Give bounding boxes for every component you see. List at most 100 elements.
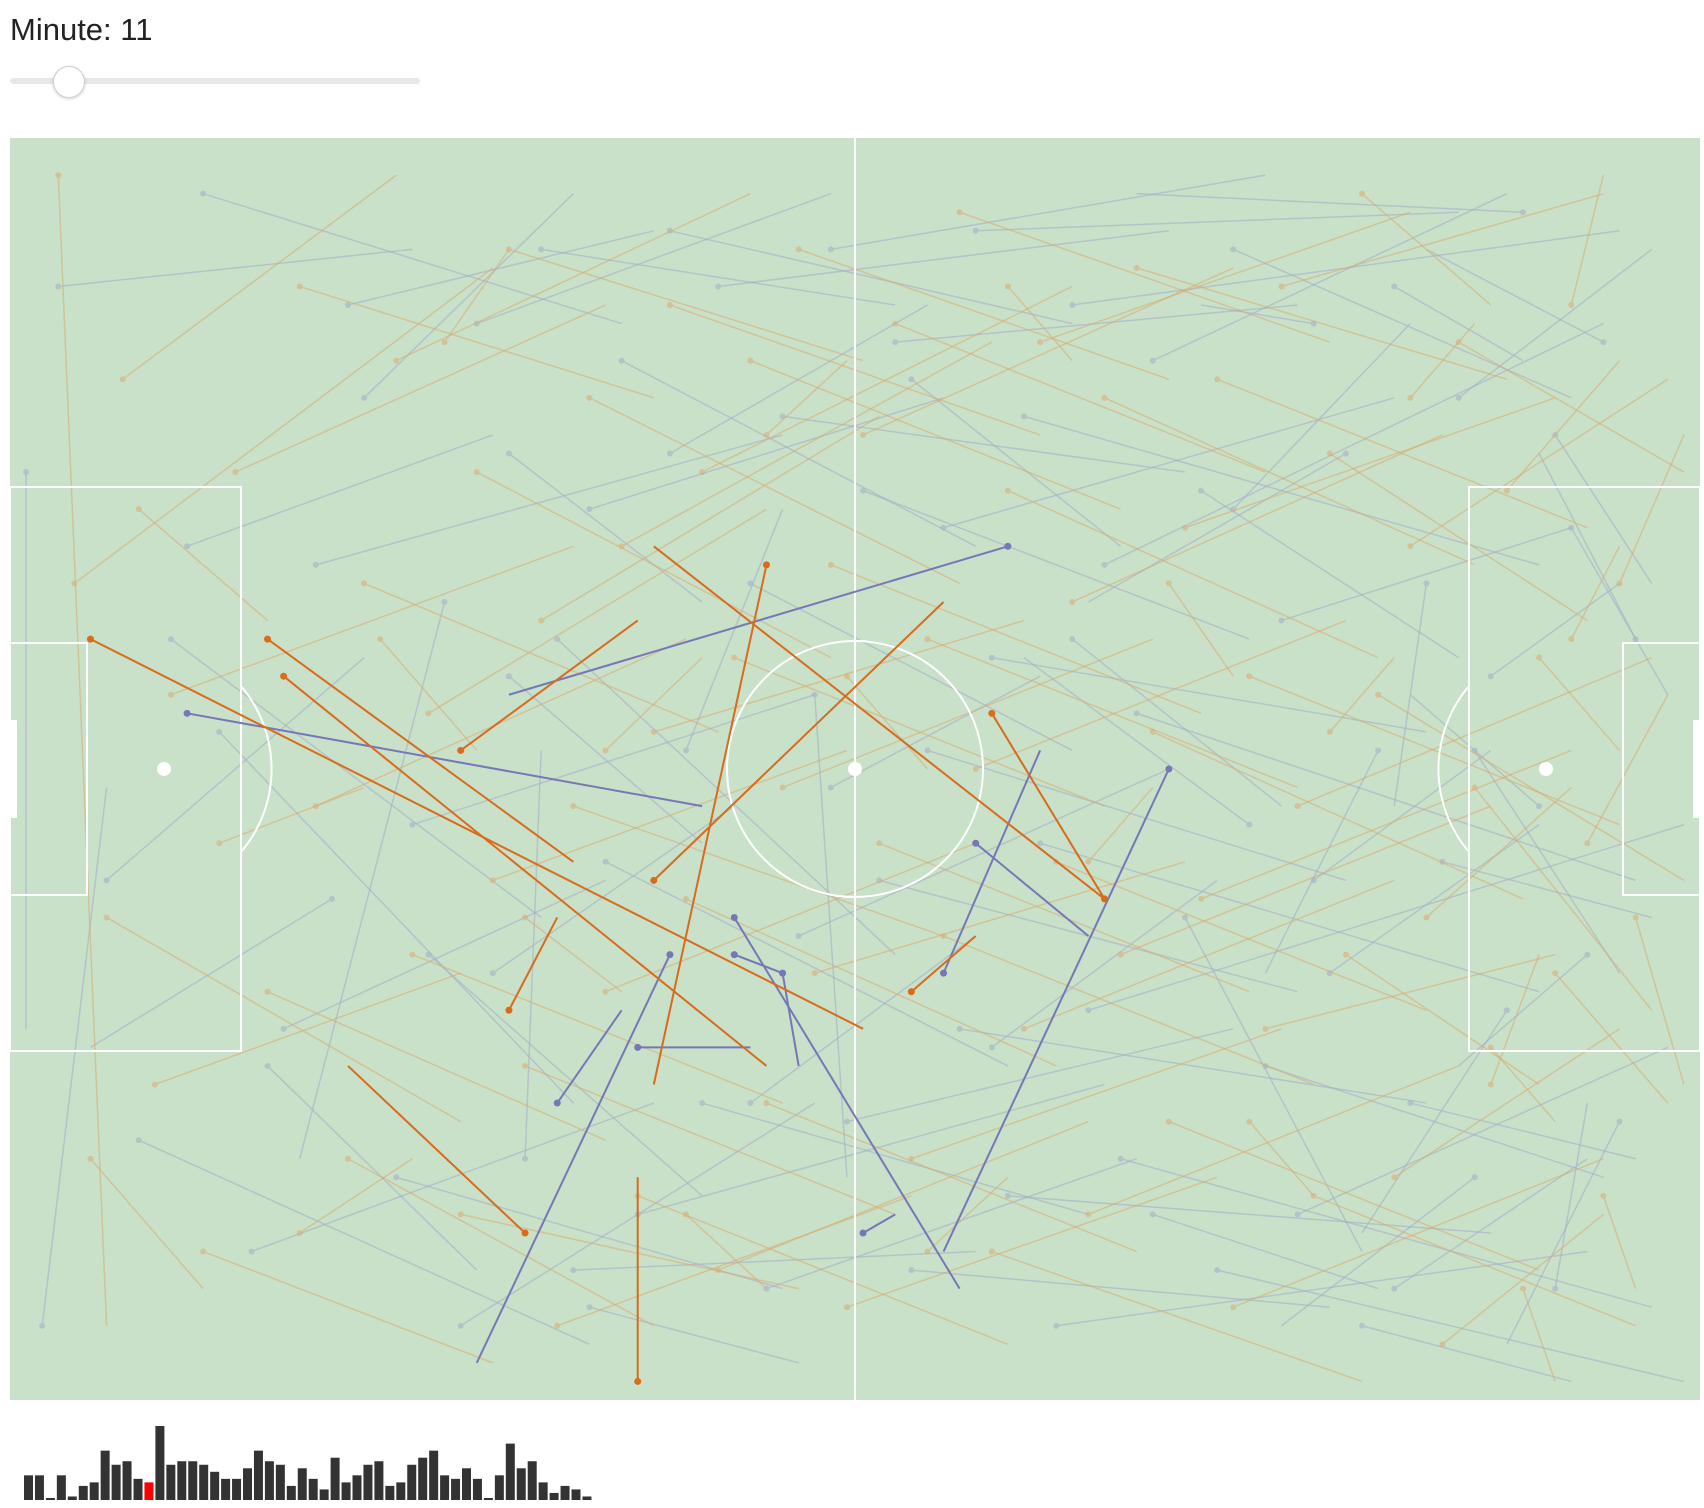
timeline-bar[interactable]: [429, 1450, 439, 1500]
pass-origin-dot: [747, 580, 754, 587]
pass-line: [669, 230, 1073, 325]
pass-line: [814, 861, 1186, 974]
pass-line: [589, 1306, 799, 1364]
pass-line: [138, 1139, 590, 1346]
timeline-bar[interactable]: [275, 1464, 285, 1500]
timeline-bar[interactable]: [111, 1464, 121, 1500]
minute-slider[interactable]: [10, 66, 420, 98]
pass-origin-dot: [715, 283, 722, 290]
faded-pass-home: [940, 933, 1314, 1086]
timeline-bar[interactable]: [571, 1489, 581, 1500]
timeline-bar[interactable]: [472, 1478, 482, 1500]
timeline-bar[interactable]: [243, 1468, 252, 1500]
pass-origin-dot: [521, 1229, 529, 1237]
timeline-bar[interactable]: [462, 1468, 471, 1500]
timeline-bar[interactable]: [45, 1498, 55, 1500]
timeline-bar[interactable]: [177, 1461, 187, 1500]
pass-home: [457, 619, 639, 754]
timeline-bar[interactable]: [352, 1475, 362, 1500]
timeline-bar[interactable]: [166, 1464, 176, 1500]
timeline-bar[interactable]: [363, 1464, 373, 1500]
pass-line: [1136, 267, 1508, 380]
pass-line: [830, 675, 1041, 789]
timeline-bar[interactable]: [188, 1461, 198, 1500]
pass-line: [685, 1213, 767, 1290]
slider-track[interactable]: [10, 78, 420, 84]
timeline-bar[interactable]: [155, 1426, 165, 1500]
timeline-bar[interactable]: [232, 1478, 242, 1500]
timeline-bar[interactable]: [407, 1464, 417, 1500]
timeline-bar[interactable]: [100, 1450, 110, 1500]
pass-home: [650, 601, 945, 884]
pass-origin-dot: [1391, 283, 1398, 290]
faded-pass-away: [23, 469, 30, 1029]
timeline-bar[interactable]: [527, 1461, 537, 1500]
pass-line: [573, 1250, 976, 1271]
faded-pass-away: [280, 879, 606, 1032]
timeline-bar[interactable]: [221, 1478, 231, 1500]
minute-label: Minute: 11: [10, 8, 152, 52]
timeline-bar[interactable]: [67, 1496, 77, 1500]
timeline-bar[interactable]: [396, 1482, 406, 1500]
timeline-bar[interactable]: [374, 1461, 384, 1500]
timeline-bar[interactable]: [89, 1482, 99, 1500]
faded-pass-away: [1133, 710, 1636, 882]
pass-origin-dot: [505, 450, 512, 457]
pass-origin-dot: [264, 988, 271, 995]
pass-line: [89, 1158, 204, 1290]
timeline-bar[interactable]: [494, 1475, 504, 1500]
faded-pass-home: [1471, 784, 1653, 1011]
timeline-bar[interactable]: [538, 1482, 548, 1500]
pass-origin-dot: [377, 636, 384, 643]
timeline-bar[interactable]: [210, 1471, 220, 1500]
timeline-bar[interactable]: [253, 1450, 263, 1500]
timeline-bar[interactable]: [549, 1492, 559, 1500]
pass-line: [1490, 1046, 1556, 1123]
timeline-bar[interactable]: [286, 1485, 296, 1500]
timeline-bar[interactable]: [505, 1443, 515, 1500]
timeline-bar[interactable]: [122, 1461, 132, 1500]
pass-line: [154, 972, 461, 1086]
timeline-bar[interactable]: [199, 1464, 209, 1500]
timeline-bar[interactable]: [516, 1468, 526, 1500]
pass-origin-dot: [1181, 914, 1188, 921]
timeline-bar[interactable]: [483, 1498, 493, 1500]
timeline-bar[interactable]: [34, 1475, 44, 1500]
timeline-bar[interactable]: [78, 1485, 88, 1500]
pass-line: [428, 508, 767, 714]
timeline-bar[interactable]: [308, 1478, 318, 1500]
faded-pass-home: [779, 638, 1154, 791]
timeline-bar[interactable]: [582, 1496, 592, 1500]
timeline-bar-selected[interactable]: [144, 1482, 154, 1500]
timeline-bar[interactable]: [133, 1478, 143, 1500]
slider-thumb[interactable]: [52, 66, 85, 98]
pass-line: [138, 508, 269, 622]
pass-line: [1329, 657, 1395, 733]
timeline-bar[interactable]: [319, 1489, 329, 1500]
faded-pass-home: [1246, 1118, 1315, 1197]
pass-line: [1570, 545, 1621, 640]
faded-pass-away: [1117, 1155, 1652, 1308]
timeline-bar[interactable]: [341, 1482, 351, 1500]
timeline-bar[interactable]: [330, 1457, 340, 1500]
pass-line: [750, 582, 1073, 752]
faded-pass-away: [908, 1267, 1330, 1308]
timeline-bar[interactable]: [264, 1461, 274, 1500]
faded-pass-home: [538, 415, 880, 624]
timeline-bar[interactable]: [418, 1457, 428, 1500]
faded-pass-home: [409, 951, 783, 1104]
timeline-bar[interactable]: [440, 1475, 450, 1500]
minute-timeline[interactable]: [10, 1418, 610, 1508]
timeline-bar[interactable]: [560, 1485, 570, 1500]
timeline-bar[interactable]: [24, 1475, 33, 1500]
faded-pass-home: [843, 1176, 1218, 1311]
faded-pass-away: [135, 1137, 590, 1346]
faded-pass-home: [522, 914, 623, 993]
faded-pass-away: [988, 879, 1218, 1051]
timeline-bar[interactable]: [385, 1485, 395, 1500]
pass-line: [1023, 879, 1395, 1030]
timeline-bar[interactable]: [56, 1475, 66, 1500]
timeline-bar[interactable]: [451, 1478, 461, 1500]
timeline-bar[interactable]: [297, 1468, 307, 1500]
pass-home: [280, 672, 768, 1067]
